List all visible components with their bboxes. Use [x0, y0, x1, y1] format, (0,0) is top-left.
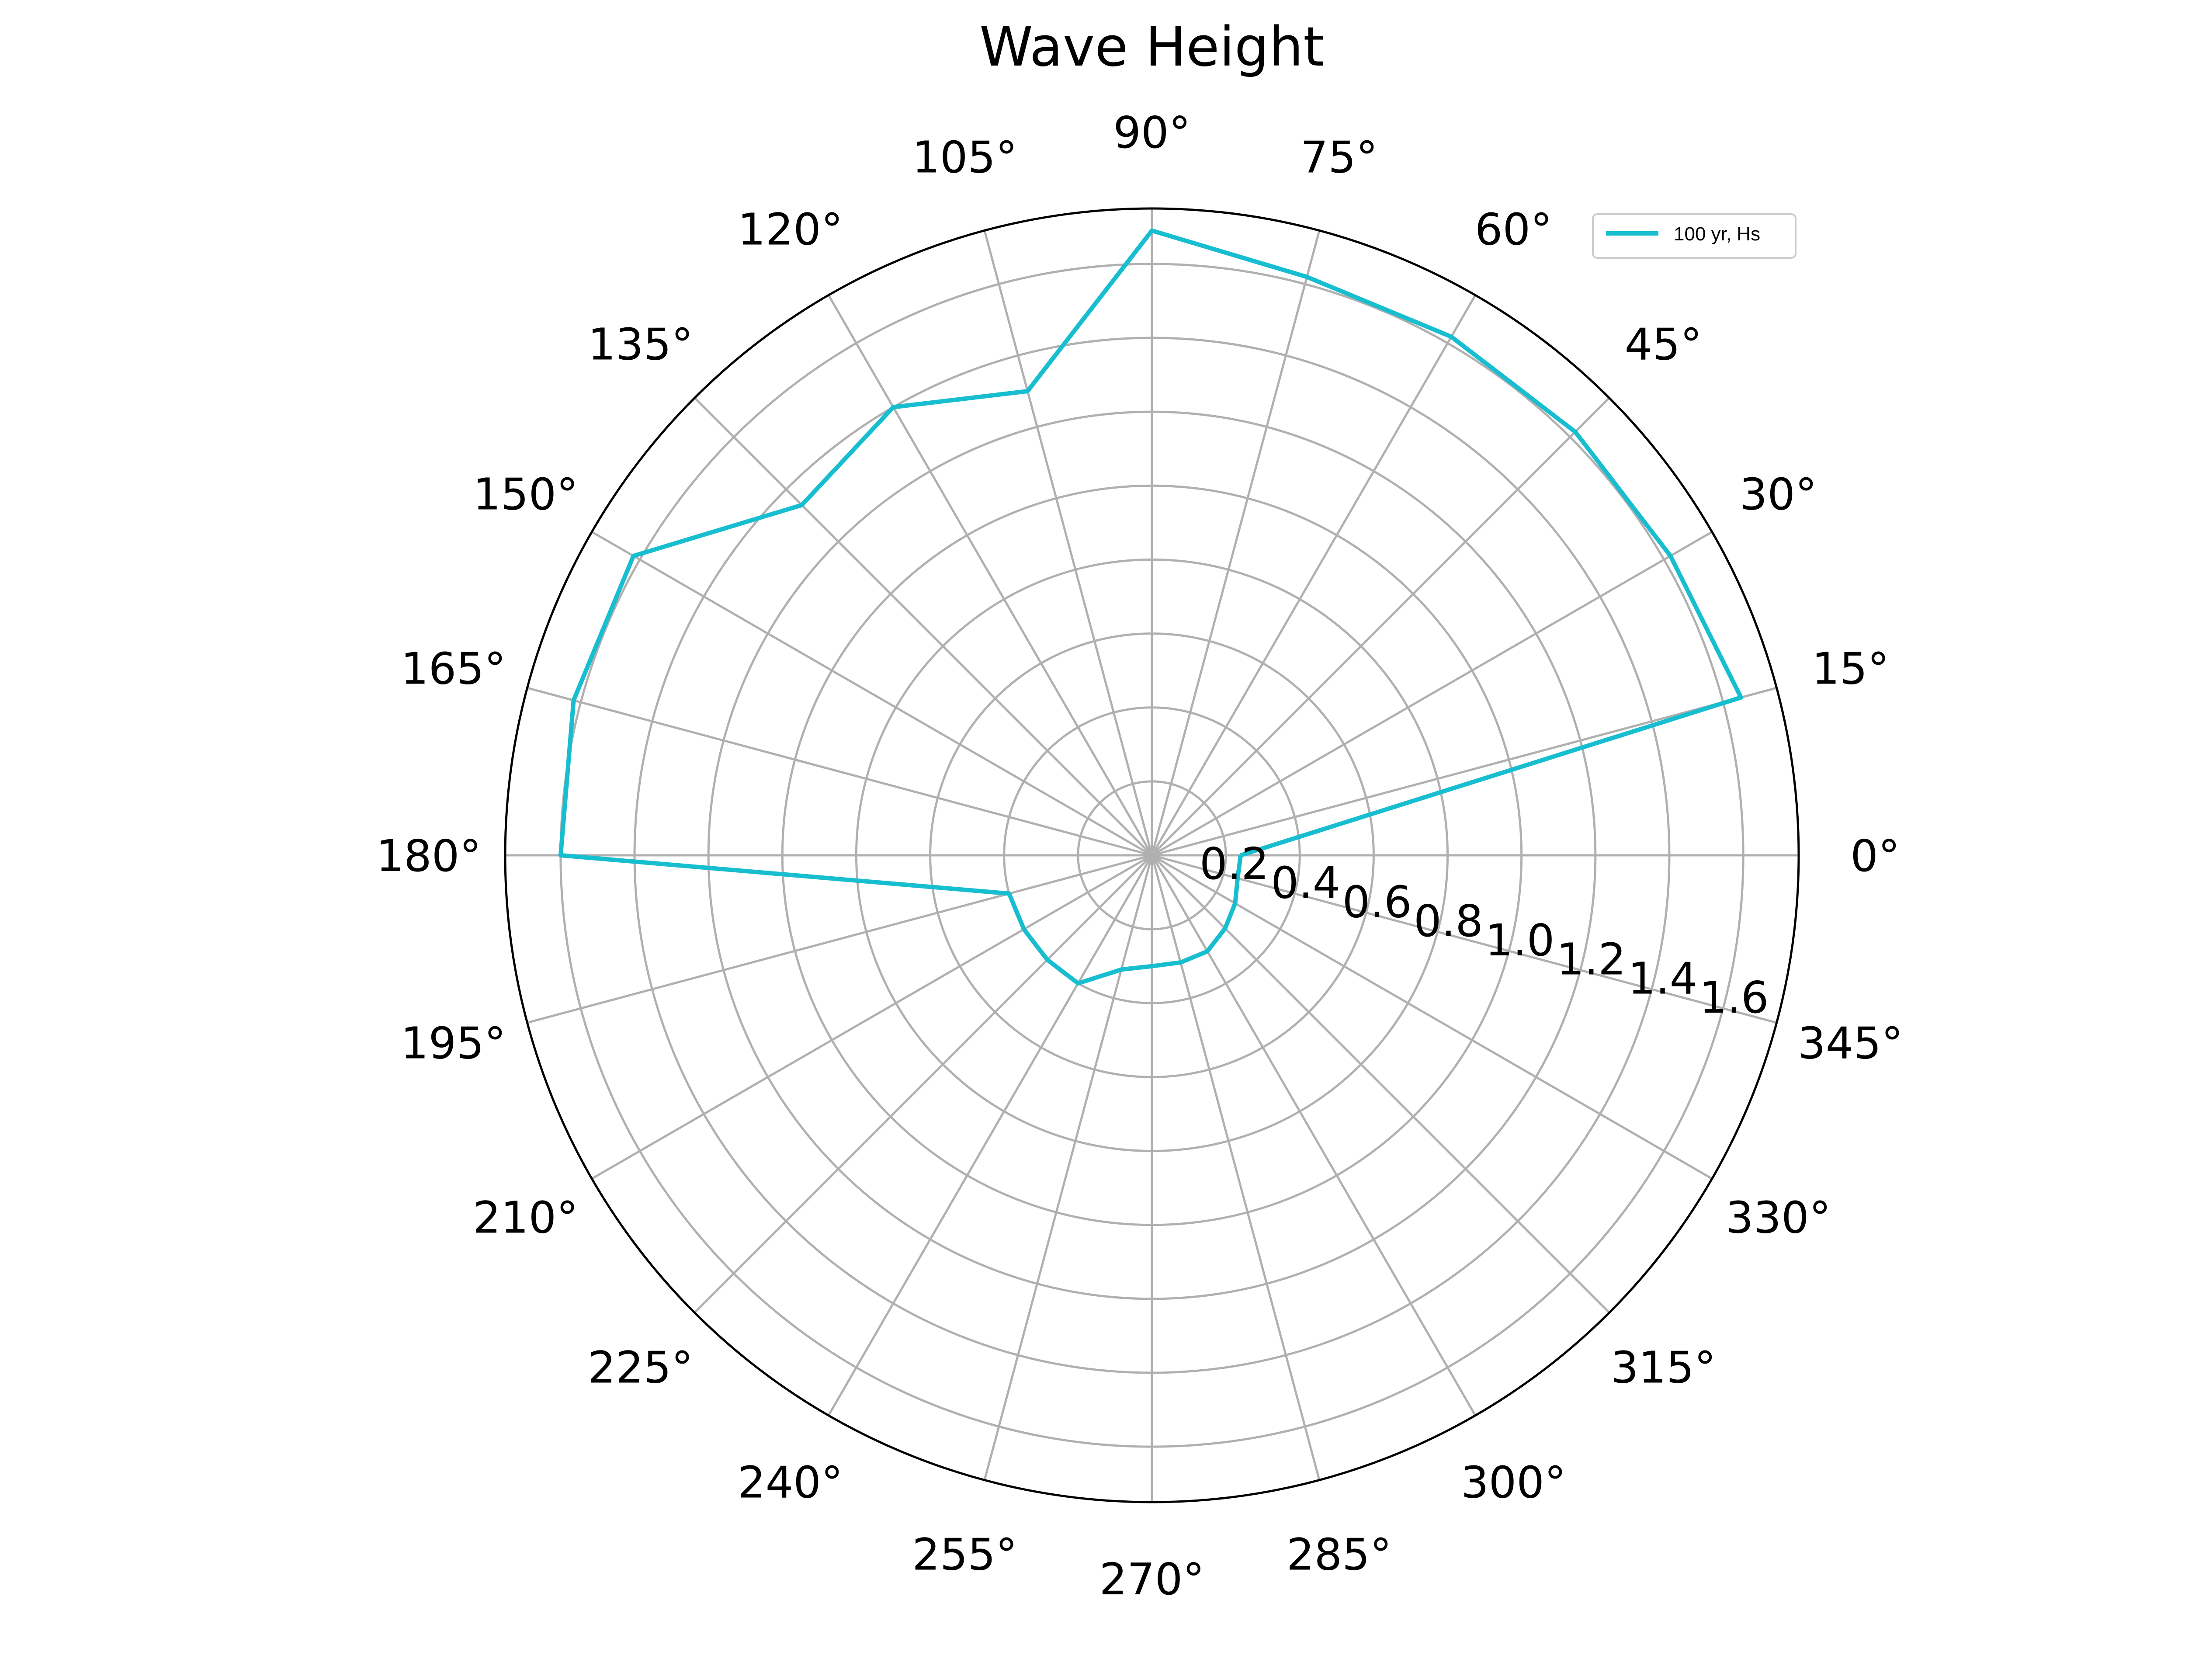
grid-spoke [827, 295, 1153, 856]
radial-tick-label: 1.6 [1699, 972, 1769, 1023]
angle-tick-label: 285° [1287, 1529, 1392, 1580]
angle-tick-label: 135° [588, 319, 693, 370]
radial-tick-label: 0.4 [1271, 857, 1340, 909]
grid-spoke [1151, 531, 1713, 857]
grid-spoke [1151, 854, 1477, 1416]
grid-spoke [1151, 855, 1321, 1481]
angle-tick-label: 15° [1812, 643, 1889, 694]
angle-tick-label: 75° [1301, 132, 1378, 183]
grid-spoke [1151, 397, 1610, 856]
grid-spoke [1151, 230, 1321, 856]
grid-spoke [694, 854, 1153, 1314]
grid-spoke [983, 230, 1153, 856]
series-layer [558, 228, 1743, 986]
radial-tick-label: 0.2 [1200, 838, 1269, 889]
angle-tick-label: 60° [1475, 204, 1552, 255]
angle-tick-label: 90° [1113, 107, 1190, 158]
grid-spoke [1151, 854, 1777, 1024]
angle-tick-label: 210° [473, 1192, 578, 1243]
grid-spoke [1151, 854, 1610, 1314]
angle-tick-label: 240° [738, 1457, 843, 1508]
chart-title: Wave Height [979, 16, 1325, 79]
angle-tick-label: 180° [376, 830, 482, 882]
radial-tick-label: 0.8 [1414, 896, 1483, 947]
radial-tick-labels: 0.2 0.4 0.6 0.8 1.0 1.2 1.4 1.6 [1200, 838, 1769, 1023]
angle-tick-label: 330° [1726, 1192, 1831, 1243]
grid-spoke [827, 854, 1153, 1416]
grid-spoke [1151, 295, 1477, 856]
grid-spoke [591, 854, 1153, 1180]
angle-tick-label: 45° [1625, 319, 1702, 370]
radial-tick-label: 1.2 [1557, 934, 1626, 985]
angle-tick-label: 0° [1850, 830, 1900, 882]
angle-tick-label: 195° [401, 1017, 506, 1069]
grid-spoke [527, 854, 1152, 1024]
grid-spoke [591, 531, 1153, 857]
angle-tick-label: 225° [588, 1342, 693, 1393]
grid-spoke [527, 687, 1152, 857]
series-line [558, 228, 1743, 986]
angle-tick-label: 345° [1798, 1017, 1903, 1069]
angle-tick-label: 105° [912, 132, 1017, 183]
polar-frame [504, 207, 1800, 1503]
grid-spoke [694, 397, 1153, 856]
angle-tick-label: 255° [912, 1529, 1017, 1580]
angle-tick-label: 30° [1740, 469, 1817, 520]
angle-tick-label: 165° [401, 643, 506, 694]
angle-tick-label: 300° [1461, 1457, 1566, 1508]
grid-spoke [983, 855, 1153, 1481]
angle-tick-label: 150° [473, 469, 578, 520]
angle-tick-labels: 0° 15° 30° 45° 60° 75° 90° 105° 120° 135° 150° 165°… [376, 107, 1903, 1605]
radial-tick-label: 1.4 [1628, 953, 1697, 1004]
legend: 100 yr, Hs [1592, 213, 1797, 259]
legend-entry-label: 100 yr, Hs [1674, 223, 1760, 245]
grid-spoke [1151, 687, 1777, 857]
polar-grid [505, 208, 1799, 1502]
angle-tick-label: 315° [1611, 1342, 1716, 1393]
radial-tick-label: 1.0 [1485, 915, 1554, 966]
angle-tick-label: 270° [1099, 1554, 1205, 1605]
grid-spoke [1151, 854, 1713, 1180]
legend-box [1592, 213, 1797, 259]
radial-tick-label: 0.6 [1342, 876, 1412, 927]
angle-tick-label: 120° [738, 204, 843, 255]
